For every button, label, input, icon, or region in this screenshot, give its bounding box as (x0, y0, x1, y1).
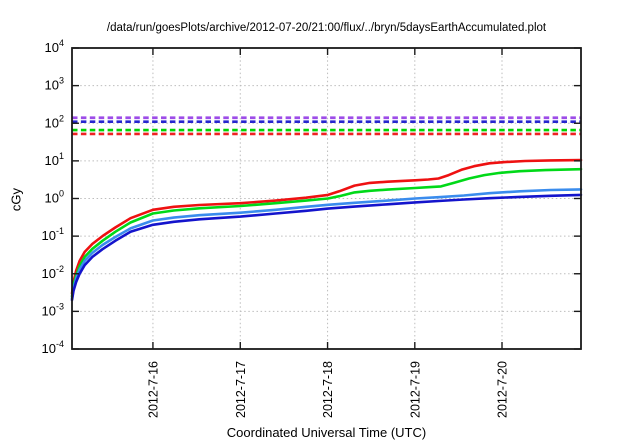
y-tick-label: 10-3 (42, 301, 64, 318)
x-tick-label: 2012-7-17 (234, 361, 248, 418)
y-tick-label: 102 (45, 113, 64, 130)
y-tick-label: 10-4 (42, 339, 64, 356)
series-line-dark-blue (70, 193, 583, 302)
chart-title: /data/run/goesPlots/archive/2012-07-20/2… (106, 22, 547, 34)
x-tick-label: 2012-7-16 (146, 361, 160, 418)
series-line-red (70, 158, 583, 295)
x-tick-label: 2012-7-18 (321, 361, 335, 418)
series-line-green (70, 167, 583, 298)
x-tick-label: 2012-7-20 (496, 361, 510, 418)
y-tick-label: 10-2 (42, 264, 64, 281)
y-tick-label: 10-1 (42, 226, 64, 243)
x-axis-label: Coordinated Universal Time (UTC) (226, 425, 427, 440)
y-tick-label: 101 (45, 151, 64, 168)
x-tick-label: 2012-7-19 (408, 361, 422, 418)
y-tick-label: 100 (45, 189, 64, 206)
y-tick-label: 103 (45, 76, 64, 93)
y-tick-label: 104 (45, 38, 64, 55)
series-line-light-blue (70, 188, 583, 300)
